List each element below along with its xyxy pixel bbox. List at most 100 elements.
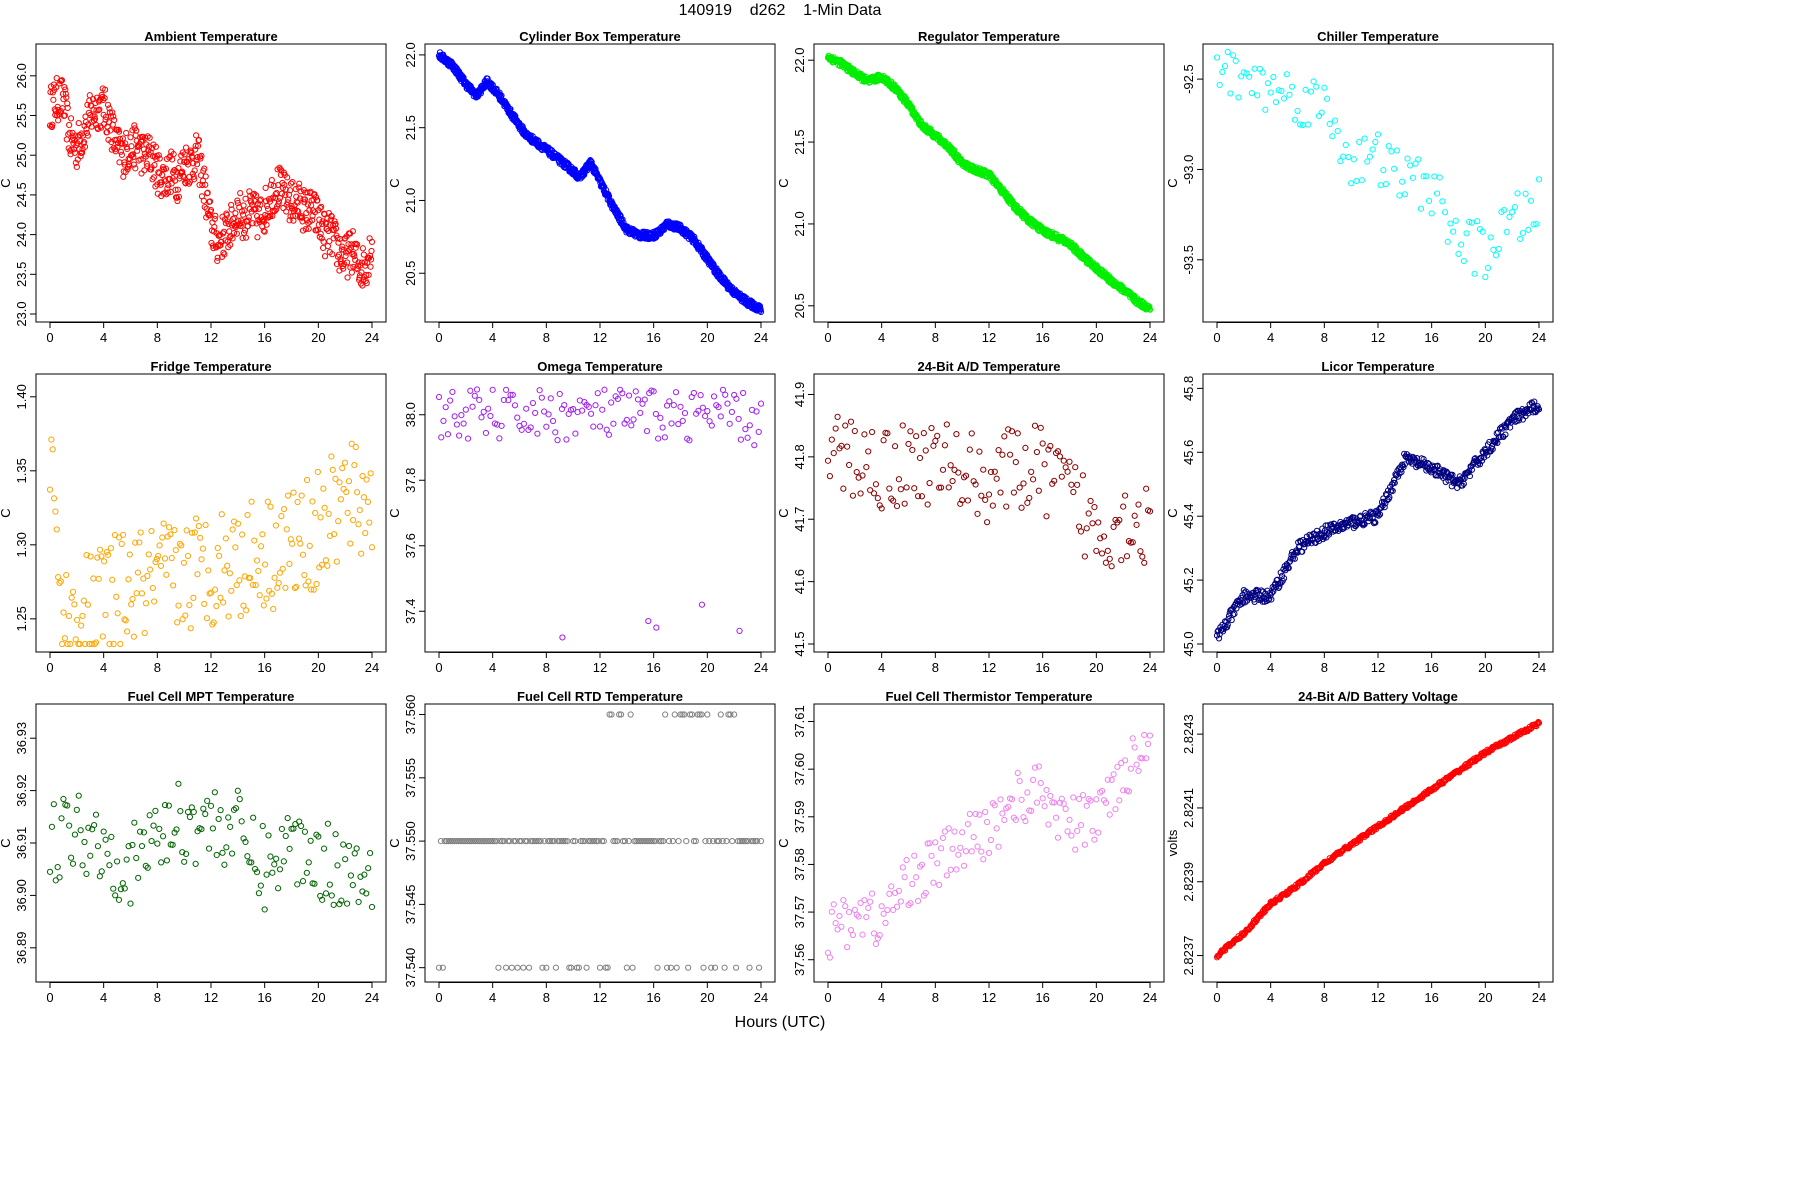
data-point bbox=[212, 212, 219, 219]
data-point bbox=[336, 479, 343, 486]
data-point bbox=[473, 386, 481, 393]
data-point bbox=[240, 211, 247, 218]
data-point bbox=[79, 862, 86, 869]
data-point bbox=[194, 571, 201, 578]
data-point bbox=[937, 845, 945, 852]
x-tick-label: 16 bbox=[1035, 990, 1049, 1005]
data-point bbox=[276, 866, 284, 873]
x-tick-label: 20 bbox=[1089, 660, 1103, 675]
data-point bbox=[130, 153, 137, 161]
data-point bbox=[163, 571, 170, 578]
data-point bbox=[197, 155, 204, 162]
data-point bbox=[61, 635, 68, 642]
data-point bbox=[146, 812, 153, 819]
data-point bbox=[1024, 789, 1031, 796]
data-point bbox=[106, 109, 113, 116]
y-tick-label: 1.35 bbox=[14, 458, 29, 483]
data-point bbox=[1460, 257, 1467, 265]
data-point bbox=[127, 134, 134, 141]
data-point bbox=[244, 223, 251, 230]
data-point bbox=[672, 389, 680, 396]
data-point bbox=[1517, 235, 1524, 243]
data-point bbox=[286, 845, 293, 852]
data-point bbox=[596, 964, 604, 971]
data-point bbox=[186, 813, 194, 821]
data-point bbox=[1388, 148, 1395, 155]
data-point bbox=[133, 127, 140, 134]
plot-title: 24-Bit A/D Temperature bbox=[917, 359, 1060, 374]
data-point bbox=[148, 145, 156, 152]
data-point bbox=[180, 559, 188, 566]
data-point bbox=[997, 796, 1004, 803]
x-tick-label: 16 bbox=[257, 990, 271, 1005]
data-point bbox=[918, 493, 926, 500]
data-point bbox=[1444, 238, 1451, 245]
data-point bbox=[731, 711, 738, 718]
data-points bbox=[435, 711, 765, 971]
data-point bbox=[1374, 131, 1382, 138]
data-point bbox=[625, 392, 633, 399]
data-point bbox=[113, 136, 120, 143]
y-tick-label: 2.8239 bbox=[1181, 862, 1196, 902]
data-point bbox=[77, 153, 84, 160]
data-point bbox=[286, 560, 293, 567]
data-point bbox=[354, 489, 361, 496]
data-point bbox=[165, 802, 172, 809]
data-point bbox=[81, 122, 88, 129]
data-point bbox=[206, 198, 214, 205]
data-point bbox=[496, 435, 503, 442]
x-tick-label: 0 bbox=[435, 990, 442, 1005]
y-tick-label: 22.0 bbox=[403, 42, 418, 67]
data-point bbox=[936, 881, 943, 889]
data-point bbox=[299, 878, 307, 885]
data-point bbox=[108, 138, 115, 146]
data-point bbox=[237, 612, 244, 620]
data-point bbox=[106, 862, 113, 869]
data-point bbox=[755, 428, 762, 436]
data-point bbox=[211, 215, 218, 223]
data-point bbox=[278, 190, 286, 197]
data-point bbox=[1074, 481, 1081, 488]
x-tick-label: 4 bbox=[878, 660, 885, 675]
data-point bbox=[991, 468, 998, 475]
data-point bbox=[525, 964, 533, 971]
data-point bbox=[194, 160, 201, 168]
data-point bbox=[257, 543, 265, 550]
y-axis-label: C bbox=[0, 838, 13, 847]
data-point bbox=[563, 436, 570, 443]
data-point bbox=[49, 446, 56, 453]
data-point bbox=[245, 214, 252, 221]
data-point bbox=[1121, 492, 1129, 499]
data-point bbox=[138, 842, 146, 850]
data-point bbox=[1283, 71, 1290, 78]
data-point bbox=[164, 185, 171, 192]
data-point bbox=[119, 531, 127, 538]
data-point bbox=[657, 414, 664, 421]
data-point bbox=[260, 602, 267, 609]
data-point bbox=[198, 556, 205, 563]
data-point bbox=[1393, 147, 1400, 154]
x-tick-label: 0 bbox=[824, 330, 831, 345]
data-point bbox=[844, 944, 851, 951]
data-point bbox=[701, 412, 709, 420]
data-point bbox=[1133, 521, 1140, 528]
data-point bbox=[943, 872, 950, 879]
data-point bbox=[84, 132, 91, 139]
data-point bbox=[690, 389, 698, 397]
data-point bbox=[339, 465, 346, 472]
data-point bbox=[1037, 424, 1044, 431]
y-tick-label: 37.6 bbox=[403, 533, 418, 558]
data-point bbox=[543, 423, 550, 430]
panel-ambient: Ambient TemperatureC0481216202423.023.52… bbox=[0, 29, 387, 345]
data-point bbox=[552, 964, 560, 971]
x-tick-label: 8 bbox=[543, 990, 550, 1005]
data-point bbox=[106, 105, 113, 112]
data-point bbox=[107, 113, 114, 120]
data-point bbox=[100, 828, 107, 835]
data-point bbox=[523, 405, 530, 412]
data-point bbox=[655, 435, 662, 442]
data-point bbox=[1144, 740, 1152, 748]
data-point bbox=[1110, 771, 1117, 778]
data-point bbox=[303, 476, 311, 484]
